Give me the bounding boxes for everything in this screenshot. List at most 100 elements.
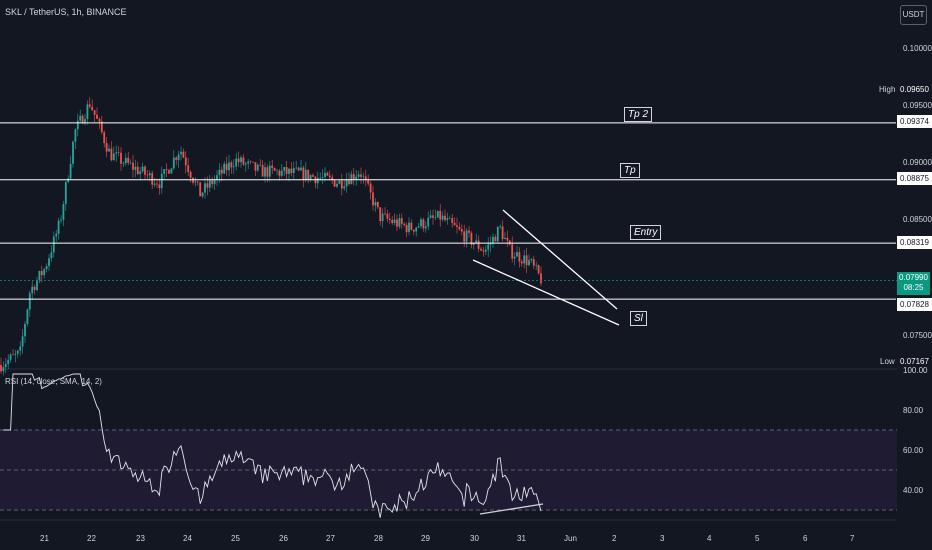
candle-body (132, 162, 134, 170)
candle-body (391, 220, 394, 224)
candle-body (415, 227, 418, 232)
time-label: 30 (470, 534, 479, 543)
candle-body (156, 183, 158, 185)
candle-body (134, 166, 137, 170)
candle-body (216, 175, 218, 180)
candle-body (285, 167, 288, 174)
candle-body (91, 106, 94, 111)
candle-body (427, 217, 430, 227)
candle-body (288, 168, 290, 174)
candle-body (302, 167, 305, 181)
candle-body (292, 168, 295, 173)
tp-annotation[interactable]: Tp (620, 163, 640, 178)
candle-body (110, 148, 113, 161)
price-tick: 0.08500 (903, 215, 932, 224)
candle-body (136, 166, 139, 175)
candle-body (369, 183, 372, 193)
candle-body (228, 162, 230, 171)
candle-body (96, 114, 98, 119)
currency-button[interactable]: USDT (900, 5, 927, 25)
candle-body (355, 176, 358, 180)
candle-body (444, 215, 446, 221)
candle-body (300, 167, 302, 171)
candle-body (429, 215, 432, 218)
entry-annotation[interactable]: Entry (630, 225, 662, 240)
candle-body (439, 210, 442, 220)
candle-body (139, 171, 142, 175)
price-tick: 0.09500 (903, 101, 932, 110)
candle-body (69, 163, 72, 179)
candle-body (21, 336, 24, 347)
candle-body (528, 260, 530, 266)
low-label: Low (880, 357, 895, 366)
price-tick: 0.07500 (903, 331, 932, 340)
candle-body (4, 364, 7, 368)
candle-body (38, 271, 41, 281)
candle-body (26, 309, 29, 324)
time-label: 5 (755, 534, 760, 543)
candle-body (213, 179, 216, 185)
current-price: 0.07990 (899, 273, 928, 282)
candle-body (321, 177, 324, 178)
candle-body (172, 157, 175, 169)
candle-body (465, 230, 468, 242)
candle-body (180, 151, 182, 155)
chart-title: SKL / TetherUS, 1h, BINANCE (5, 7, 127, 17)
candle-body (386, 213, 389, 219)
candle-body (160, 173, 163, 189)
candle-body (81, 115, 84, 124)
candle-body (168, 169, 170, 174)
candle-body (304, 169, 307, 181)
candle-body (297, 167, 300, 171)
candle-body (532, 259, 535, 266)
candle-body (45, 266, 48, 270)
candle-body (482, 250, 485, 252)
candle-body (52, 236, 55, 253)
candle-body (324, 172, 326, 178)
candle-body (379, 207, 382, 222)
candle-body (64, 182, 67, 205)
candle-body (405, 225, 408, 233)
candle-body (506, 237, 509, 241)
candle-body (434, 217, 437, 219)
candle-body (441, 215, 444, 220)
candle-body (352, 174, 355, 180)
candle-body (480, 248, 482, 251)
entry-price-tag: 0.08319 (896, 235, 932, 250)
candle-body (0, 365, 2, 372)
candle-body (206, 183, 209, 188)
candle-body (508, 240, 511, 245)
candle-body (55, 233, 58, 237)
wedge-upper-line (502, 209, 618, 310)
candle-body (237, 158, 240, 163)
candle-body (144, 166, 146, 175)
candle-body (453, 222, 456, 226)
time-label: 26 (279, 534, 288, 543)
candle-body (475, 240, 478, 244)
candle-body (33, 286, 36, 290)
candle-body (504, 237, 506, 240)
candle-body (432, 215, 434, 218)
candle-body (362, 176, 365, 178)
candle-body (468, 230, 470, 233)
candle-body (76, 120, 79, 130)
candle-body (523, 255, 526, 264)
candle-body (396, 219, 398, 227)
candle-body (124, 157, 127, 164)
candle-body (403, 223, 406, 226)
candle-body (112, 153, 115, 161)
candle-body (141, 166, 144, 172)
rsi-title: RSI (14, close, SMA, 14, 2) (5, 377, 102, 386)
tp2-annotation[interactable]: Tp 2 (624, 107, 653, 122)
candle-body (422, 219, 425, 229)
candle-body (208, 180, 211, 188)
sl-annotation[interactable]: Sl (630, 311, 647, 326)
candle-body (100, 121, 103, 133)
candle-body (201, 192, 204, 197)
candle-body (477, 240, 480, 249)
candle-body (235, 158, 238, 167)
candle-body (60, 219, 62, 221)
candle-body (105, 143, 108, 152)
candle-body (319, 177, 322, 179)
